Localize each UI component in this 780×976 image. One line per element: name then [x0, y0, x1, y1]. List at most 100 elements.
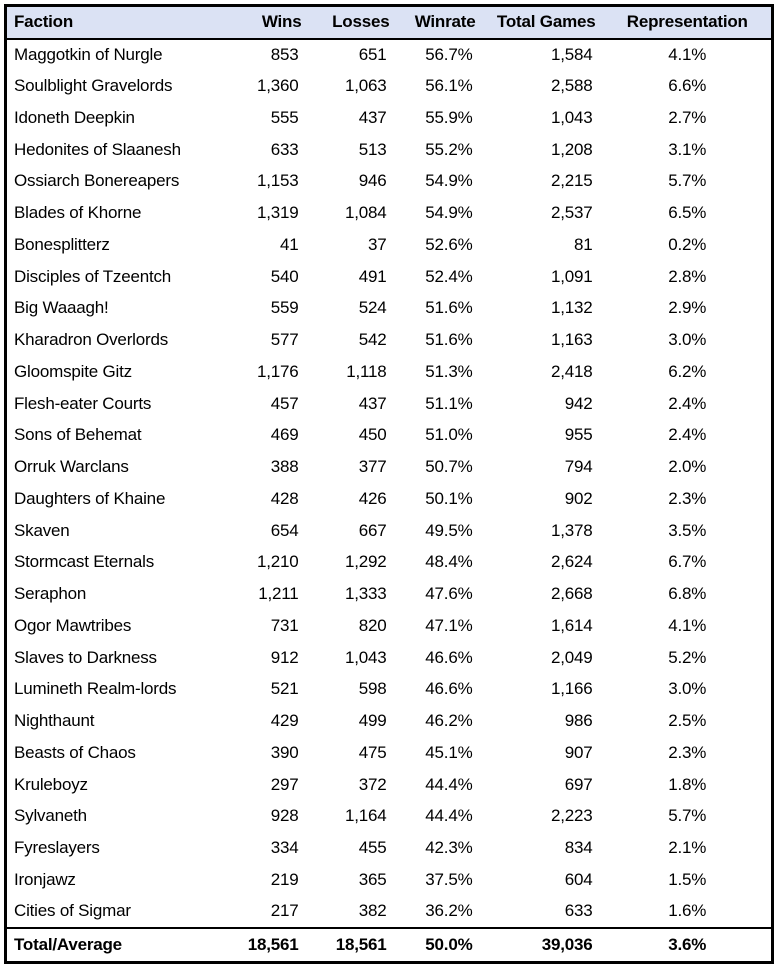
wins-cell: 41: [279, 234, 299, 254]
table-row: Soulblight Gravelords 1,360 1,063 56.1% 2,58…: [6, 70, 773, 102]
losses-cell: 491: [358, 266, 387, 286]
total-games-cell: 1,208: [550, 139, 593, 159]
losses-cell: 542: [358, 330, 387, 350]
total-games-cell: 1,166: [550, 679, 593, 699]
total-games-cell: 1,132: [550, 298, 593, 318]
table-row: Sons of Behemat 469 450 51.0% 955 2.4%: [6, 420, 773, 452]
table-row: Big Waaagh! 559 524 51.6% 1,132 2.9%: [6, 293, 773, 325]
faction-cell: Sylvaneth: [14, 806, 87, 826]
winrate-cell: 44.4%: [425, 806, 473, 826]
total-games-cell: 2,624: [550, 552, 593, 572]
faction-cell: Kharadron Overlords: [14, 330, 168, 350]
losses-cell: 437: [358, 107, 387, 127]
table-footer: Total/Average 18,561 18,561 50.0% 39,036…: [5, 926, 773, 963]
total-games-cell: 834: [564, 838, 593, 858]
winrate-cell: 50.1%: [425, 488, 473, 508]
total-games-cell: 1,043: [550, 107, 593, 127]
total-games-cell: 633: [564, 901, 593, 921]
representation-cell: 6.2%: [668, 361, 707, 381]
losses-cell: 946: [358, 171, 387, 191]
representation-cell: 2.0%: [668, 457, 707, 477]
table-body: Maggotkin of Nurgle 853 651 56.7% 1,584 4.1% S…: [6, 39, 773, 928]
representation-cell: 5.7%: [668, 171, 707, 191]
total-wins: 18,561: [233, 926, 310, 963]
wins-cell: 334: [270, 838, 299, 858]
representation-cell: 3.1%: [668, 139, 707, 159]
winrate-cell: 44.4%: [425, 774, 473, 794]
table-row: Ogor Mawtribes 731 820 47.1% 1,614 4.1%: [6, 610, 773, 642]
representation-cell: 2.8%: [668, 266, 707, 286]
representation-cell: 4.1%: [668, 44, 707, 64]
faction-cell: Gloomspite Gitz: [14, 361, 132, 381]
losses-cell: 450: [358, 425, 387, 445]
total-games-cell: 2,215: [550, 171, 593, 191]
total-representation: 3.6%: [603, 926, 773, 963]
wins-cell: 853: [270, 44, 299, 64]
header-row: Faction Wins Losses Winrate Total Games …: [5, 5, 773, 40]
wins-cell: 1,176: [256, 361, 299, 381]
winrate-cell: 51.3%: [425, 361, 473, 381]
winrate-cell: 37.5%: [425, 869, 473, 889]
losses-cell: 1,164: [344, 806, 387, 826]
representation-cell: 5.7%: [668, 806, 707, 826]
wins-cell: 1,211: [258, 584, 299, 604]
faction-cell: Daughters of Khaine: [14, 488, 166, 508]
wins-cell: 521: [270, 679, 299, 699]
table-row: Idoneth Deepkin 555 437 55.9% 1,043 2.7%: [6, 102, 773, 134]
total-games-cell: 1,163: [550, 330, 593, 350]
table-row: Blades of Khorne 1,319 1,084 54.9% 2,537 6.5%: [6, 197, 773, 229]
total-games-cell: 907: [564, 742, 593, 762]
table-row: Kharadron Overlords 577 542 51.6% 1,163 3.0%: [6, 324, 773, 356]
table-row: Skaven 654 667 49.5% 1,378 3.5%: [6, 515, 773, 547]
table-row: Disciples of Tzeentch 540 491 52.4% 1,091 2.8…: [6, 261, 773, 293]
total-games-cell: 794: [564, 457, 593, 477]
winrate-cell: 49.5%: [425, 520, 473, 540]
table-row: Stormcast Eternals 1,210 1,292 48.4% 2,624 6.…: [6, 547, 773, 579]
winrate-cell: 56.7%: [425, 44, 473, 64]
faction-cell: Kruleboyz: [14, 774, 88, 794]
winrate-cell: 56.1%: [425, 76, 473, 96]
representation-cell: 2.4%: [668, 393, 707, 413]
total-total-games: 39,036: [483, 926, 604, 963]
table-row: Beasts of Chaos 390 475 45.1% 907 2.3%: [6, 737, 773, 769]
faction-cell: Cities of Sigmar: [14, 901, 131, 921]
winrate-cell: 47.6%: [425, 584, 473, 604]
losses-cell: 499: [358, 711, 387, 731]
representation-cell: 6.5%: [668, 203, 707, 223]
table-row: Maggotkin of Nurgle 853 651 56.7% 1,584 4.1%: [6, 39, 773, 71]
losses-cell: 667: [358, 520, 387, 540]
representation-cell: 2.3%: [668, 488, 707, 508]
winrate-cell: 52.4%: [425, 266, 473, 286]
winrate-cell: 52.6%: [425, 234, 473, 254]
winrate-cell: 51.6%: [425, 330, 473, 350]
faction-cell: Bonesplitterz: [14, 234, 110, 254]
table-row: Bonesplitterz 41 37 52.6% 81 0.2%: [6, 229, 773, 261]
table-row: Cities of Sigmar 217 382 36.2% 633 1.6%: [6, 896, 773, 928]
total-row: Total/Average 18,561 18,561 50.0% 39,036…: [5, 926, 773, 963]
wins-cell: 469: [270, 425, 299, 445]
losses-cell: 1,292: [344, 552, 387, 572]
faction-cell: Blades of Khorne: [14, 203, 142, 223]
total-games-cell: 2,223: [550, 806, 593, 826]
total-label: Total/Average: [5, 926, 234, 963]
wins-cell: 390: [270, 742, 299, 762]
representation-cell: 6.8%: [668, 584, 707, 604]
faction-cell: Ossiarch Bonereapers: [14, 171, 180, 191]
losses-cell: 1,084: [344, 203, 387, 223]
representation-cell: 5.2%: [668, 647, 707, 667]
total-games-cell: 2,049: [550, 647, 593, 667]
winrate-cell: 47.1%: [425, 615, 473, 635]
representation-cell: 2.4%: [668, 425, 707, 445]
faction-cell: Stormcast Eternals: [14, 552, 155, 572]
losses-cell: 513: [358, 139, 387, 159]
winrate-cell: 46.6%: [425, 679, 473, 699]
representation-cell: 2.3%: [668, 742, 707, 762]
losses-cell: 382: [358, 901, 387, 921]
representation-cell: 6.6%: [668, 76, 707, 96]
total-games-cell: 2,537: [550, 203, 593, 223]
faction-cell: Seraphon: [14, 584, 87, 604]
table-row: Orruk Warclans 388 377 50.7% 794 2.0%: [6, 451, 773, 483]
losses-cell: 820: [358, 615, 387, 635]
wins-cell: 217: [270, 901, 299, 921]
faction-cell: Maggotkin of Nurgle: [14, 44, 163, 64]
